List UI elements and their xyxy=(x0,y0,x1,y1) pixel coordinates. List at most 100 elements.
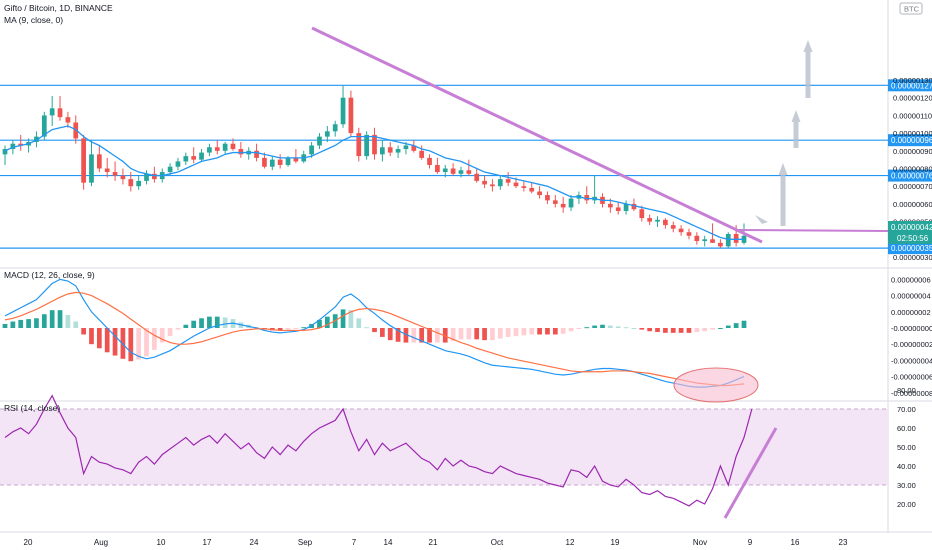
rsi-line xyxy=(4,394,753,507)
candle-body xyxy=(537,191,542,196)
candle-body xyxy=(104,168,110,173)
candle-body xyxy=(285,157,291,165)
macd-tick-label: -0.00000000 xyxy=(891,324,932,333)
macd-hist-bar xyxy=(694,328,700,333)
macd-hist-bar xyxy=(427,328,432,343)
candle-body xyxy=(2,149,8,155)
macd-hist-bar xyxy=(128,328,134,362)
price-tick-label: 0.00000110 xyxy=(893,111,932,120)
candle-body xyxy=(647,218,653,222)
current-price-label: 0.00000042 xyxy=(891,223,932,232)
macd-hist-bar xyxy=(175,328,181,330)
level-label: 0.00000035 xyxy=(891,244,932,253)
time-tick-label: Sep xyxy=(298,538,313,547)
macd-hist-bar xyxy=(474,328,480,340)
time-tick-label: Aug xyxy=(94,538,108,547)
candle-body xyxy=(686,232,692,236)
macd-axis[interactable]: 0.00000006 0.00000004 0.00000002 -0.0000000… xyxy=(891,275,932,397)
candle-body xyxy=(710,239,715,243)
rsi-band-fill xyxy=(0,409,888,485)
candle-body xyxy=(482,180,487,185)
candle-body xyxy=(199,152,204,160)
downtrend-line[interactable] xyxy=(311,26,763,244)
macd-hist-bar xyxy=(482,328,487,341)
candle-body xyxy=(41,115,47,137)
candle-body xyxy=(513,182,519,187)
candle-body xyxy=(372,134,377,155)
rsi-tick-label: 80.00 xyxy=(897,386,916,395)
horizontal-ray[interactable] xyxy=(737,229,889,232)
rsi-legend[interactable]: RSI (14, close) xyxy=(4,403,60,413)
candle-body xyxy=(411,145,417,151)
candle-body xyxy=(670,225,676,229)
candle-body xyxy=(655,219,660,222)
horizontal-levels[interactable]: 0.00000127 0.00000096 0.00000076 0.00000035 xyxy=(0,79,932,255)
macd-hist-bar xyxy=(73,321,79,328)
time-axis[interactable]: 20 Aug 10 17 24 Sep 7 14 21 Oct 12 19 Nov 9 16 23 xyxy=(24,538,848,547)
candle-body xyxy=(568,198,574,208)
macd-hist-bar xyxy=(207,316,212,328)
candle-body xyxy=(702,239,708,242)
macd-hist-bar xyxy=(277,328,283,331)
candle-body xyxy=(293,157,299,162)
macd-legend[interactable]: MACD (12, 26, close, 9) xyxy=(4,270,95,280)
macd-hist-bar xyxy=(513,328,519,337)
rsi-tick-label: 50.00 xyxy=(897,443,916,452)
candle-body xyxy=(222,143,228,151)
macd-hist-bar xyxy=(144,328,149,357)
candle-body xyxy=(167,166,173,173)
candle-body xyxy=(458,170,464,174)
macd-hist-bar xyxy=(293,328,299,329)
time-tick-label: 7 xyxy=(352,538,357,547)
symbol-title[interactable]: Gifto / Bitcoin, 1D, BINANCE xyxy=(4,3,113,13)
candle-body xyxy=(615,207,621,211)
rsi-tick-label: 20.00 xyxy=(897,500,916,509)
macd-highlight-ellipse[interactable] xyxy=(673,367,759,403)
candle-body xyxy=(65,117,71,123)
macd-hist-bar xyxy=(89,328,94,345)
macd-hist-bar xyxy=(639,328,645,330)
candle-body xyxy=(678,228,684,233)
projection-arrows[interactable] xyxy=(755,40,813,226)
currency-badge[interactable] xyxy=(899,2,923,15)
small-arrow xyxy=(755,215,768,224)
candle-body xyxy=(505,179,511,183)
macd-line xyxy=(4,278,745,388)
level-badge xyxy=(888,79,932,92)
rsi-trend-line[interactable] xyxy=(723,427,778,519)
macd-hist-bar xyxy=(57,310,63,328)
macd-tick-label: -0.00000002 xyxy=(891,340,932,349)
macd-hist-bar xyxy=(159,328,165,343)
macd-hist-bar xyxy=(41,314,47,328)
candle-body xyxy=(324,131,330,137)
candle-body xyxy=(10,143,16,150)
candle-body xyxy=(403,145,409,150)
candle-body xyxy=(340,97,346,125)
level-label: 0.00000076 xyxy=(891,172,932,181)
candle-body xyxy=(254,150,259,158)
macd-hist-bar xyxy=(136,328,142,360)
candle-body xyxy=(34,136,39,142)
candle-body xyxy=(277,159,283,165)
macd-hist-bar xyxy=(655,328,660,333)
macd-hist-bar xyxy=(364,327,369,329)
macd-hist-bar xyxy=(725,325,731,328)
time-tick-label: Nov xyxy=(693,538,707,547)
macd-hist-bar xyxy=(702,328,708,332)
macd-hist-bar xyxy=(372,328,377,333)
level-badge xyxy=(888,134,932,147)
candle-body xyxy=(427,157,432,165)
time-tick-label: 14 xyxy=(384,538,393,547)
countdown-badge xyxy=(888,233,932,244)
candle-body xyxy=(81,138,86,183)
candle-body xyxy=(207,147,212,153)
candle-body xyxy=(262,157,267,167)
macd-hist-bar xyxy=(81,328,86,335)
rsi-axis[interactable]: 80.00 70.00 60.00 50.00 40.00 30.00 20.00 xyxy=(897,386,916,509)
projection-arrow xyxy=(803,40,813,98)
candle-body xyxy=(529,187,535,192)
ma-legend[interactable]: MA (9, close, 0) xyxy=(4,15,63,25)
candle-body xyxy=(466,170,472,174)
macd-hist-bar xyxy=(395,328,401,342)
